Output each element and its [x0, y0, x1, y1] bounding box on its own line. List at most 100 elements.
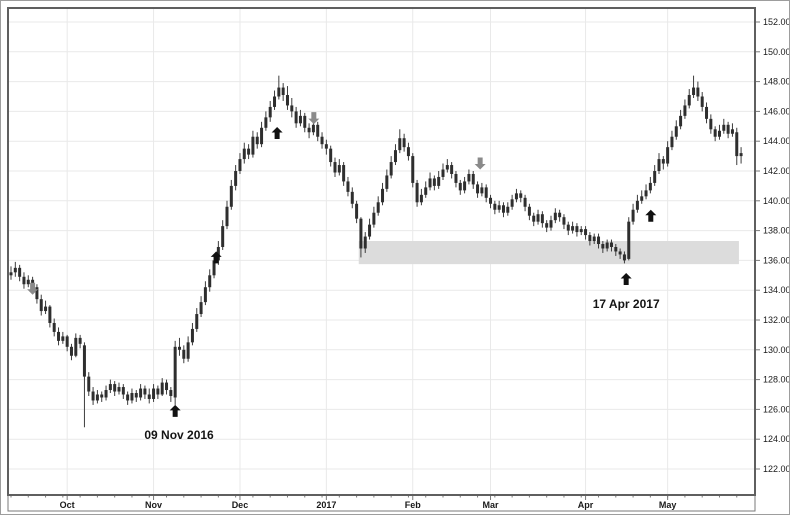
candle: [61, 336, 65, 341]
buy-arrow-icon: [620, 273, 632, 286]
candle: [264, 117, 268, 128]
support-zone: [358, 241, 739, 265]
candle: [605, 242, 609, 249]
candle: [346, 181, 350, 192]
candle: [489, 197, 493, 204]
candle: [601, 244, 605, 249]
candle: [190, 328, 194, 343]
candle: [666, 147, 670, 164]
candle: [156, 388, 160, 395]
candle: [268, 106, 272, 118]
svg-text:152.000: 152.000: [763, 17, 790, 27]
candle: [350, 191, 354, 204]
candle: [212, 260, 216, 276]
candle: [35, 287, 39, 300]
candle: [320, 136, 324, 145]
svg-text:Apr: Apr: [578, 500, 594, 510]
candle: [480, 187, 484, 194]
candle: [584, 229, 588, 236]
candle: [368, 224, 372, 237]
svg-text:124.000: 124.000: [763, 434, 790, 444]
candle: [476, 184, 480, 194]
candle: [458, 182, 462, 191]
candle: [91, 391, 95, 401]
candle: [389, 162, 393, 176]
candle: [549, 220, 553, 228]
sell-arrow-icon: [27, 282, 39, 295]
candle: [631, 209, 635, 222]
candle: [281, 87, 285, 96]
candle: [527, 206, 531, 216]
candle: [177, 346, 181, 350]
svg-text:148.000: 148.000: [763, 77, 790, 87]
candle: [225, 206, 229, 227]
candle: [363, 236, 367, 249]
candle: [506, 206, 510, 213]
annotation-label-09-nov-2016: 09 Nov 2016: [144, 427, 214, 442]
candle: [26, 279, 30, 285]
candle: [493, 203, 497, 210]
svg-text:138.000: 138.000: [763, 226, 790, 236]
candle: [445, 165, 449, 170]
candle: [39, 299, 43, 312]
candle: [571, 226, 575, 231]
candle: [95, 394, 99, 401]
candle: [501, 205, 505, 213]
candles: [9, 75, 743, 428]
svg-text:2017: 2017: [316, 500, 336, 510]
candle: [640, 196, 644, 201]
candle: [303, 115, 307, 128]
candle: [333, 162, 337, 173]
candle: [69, 346, 73, 356]
candle: [467, 173, 471, 182]
sell-arrow-icon: [308, 112, 320, 125]
candle: [696, 87, 700, 97]
svg-text:150.000: 150.000: [763, 47, 790, 57]
candle: [398, 138, 402, 151]
svg-text:130.000: 130.000: [763, 345, 790, 355]
candle: [618, 251, 622, 255]
candle: [674, 126, 678, 137]
candle: [199, 302, 203, 315]
candle: [463, 181, 467, 191]
candle: [726, 124, 730, 134]
candle: [523, 197, 527, 207]
candle: [540, 214, 544, 224]
candle: [579, 229, 583, 233]
candle: [74, 337, 78, 356]
candle: [402, 138, 406, 148]
candle: [247, 148, 251, 155]
candle: [65, 336, 69, 347]
candle: [419, 194, 423, 203]
candle: [208, 275, 212, 288]
candle: [713, 129, 717, 137]
svg-text:128.000: 128.000: [763, 375, 790, 385]
candle: [657, 159, 661, 171]
candle: [735, 132, 739, 157]
candle: [134, 393, 138, 398]
candle: [532, 215, 536, 222]
candle: [609, 242, 613, 247]
candle: [234, 171, 238, 186]
buy-arrow-icon: [210, 251, 222, 264]
candle: [307, 127, 311, 133]
candle: [597, 236, 601, 245]
candle: [221, 226, 225, 247]
candle: [558, 212, 562, 218]
candle: [705, 106, 709, 119]
candle: [255, 136, 259, 145]
candle: [173, 346, 177, 398]
candle: [52, 322, 56, 332]
candle: [441, 169, 445, 177]
candle: [251, 136, 255, 155]
candle: [48, 306, 52, 323]
svg-text:126.000: 126.000: [763, 404, 790, 414]
candle: [359, 218, 363, 249]
candle: [428, 178, 432, 188]
candle: [169, 390, 173, 396]
candle: [355, 203, 359, 219]
candle: [424, 187, 428, 195]
candle: [165, 382, 169, 391]
